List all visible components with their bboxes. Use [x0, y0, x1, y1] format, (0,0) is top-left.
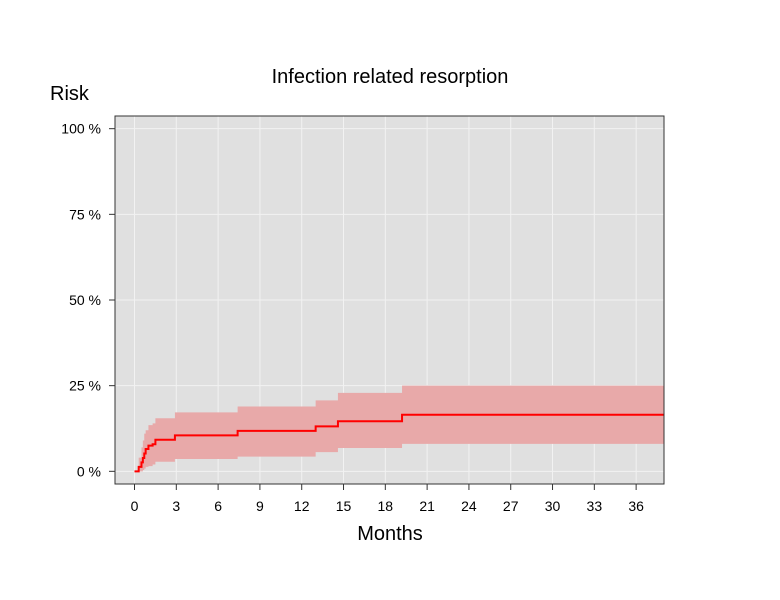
- x-tick-label: 27: [503, 498, 519, 514]
- x-axis-label: Months: [357, 523, 423, 545]
- x-tick-label: 21: [419, 498, 435, 514]
- x-tick-label: 0: [131, 498, 139, 514]
- risk-line: [134, 413, 664, 473]
- x-tick-label: 36: [628, 498, 644, 514]
- risk-step-line: [134, 413, 664, 473]
- y-tick-label: 0 %: [77, 463, 101, 479]
- x-axis-ticks: 0 3 6 9 12 15 18 21 24 27 30 33 36: [131, 484, 644, 514]
- confidence-band: [134, 385, 664, 472]
- x-tick-label: 30: [545, 498, 561, 514]
- x-tick-label: 33: [587, 498, 603, 514]
- y-tick-label: 100 %: [61, 121, 101, 137]
- y-tick-label: 75 %: [69, 206, 101, 222]
- y-axis-label: Risk: [50, 83, 90, 105]
- y-axis-ticks: 0 % 25 % 50 % 75 % 100 %: [61, 121, 115, 479]
- y-tick-label: 50 %: [69, 292, 101, 308]
- x-tick-label: 15: [336, 498, 352, 514]
- chart-title: Infection related resorption: [272, 66, 509, 88]
- x-tick-label: 3: [172, 498, 180, 514]
- x-tick-label: 9: [256, 498, 264, 514]
- confidence-band-area: [134, 385, 664, 472]
- x-tick-label: 12: [294, 498, 310, 514]
- y-tick-label: 25 %: [69, 378, 101, 394]
- x-tick-label: 18: [378, 498, 394, 514]
- x-tick-label: 6: [214, 498, 222, 514]
- x-tick-label: 24: [461, 498, 477, 514]
